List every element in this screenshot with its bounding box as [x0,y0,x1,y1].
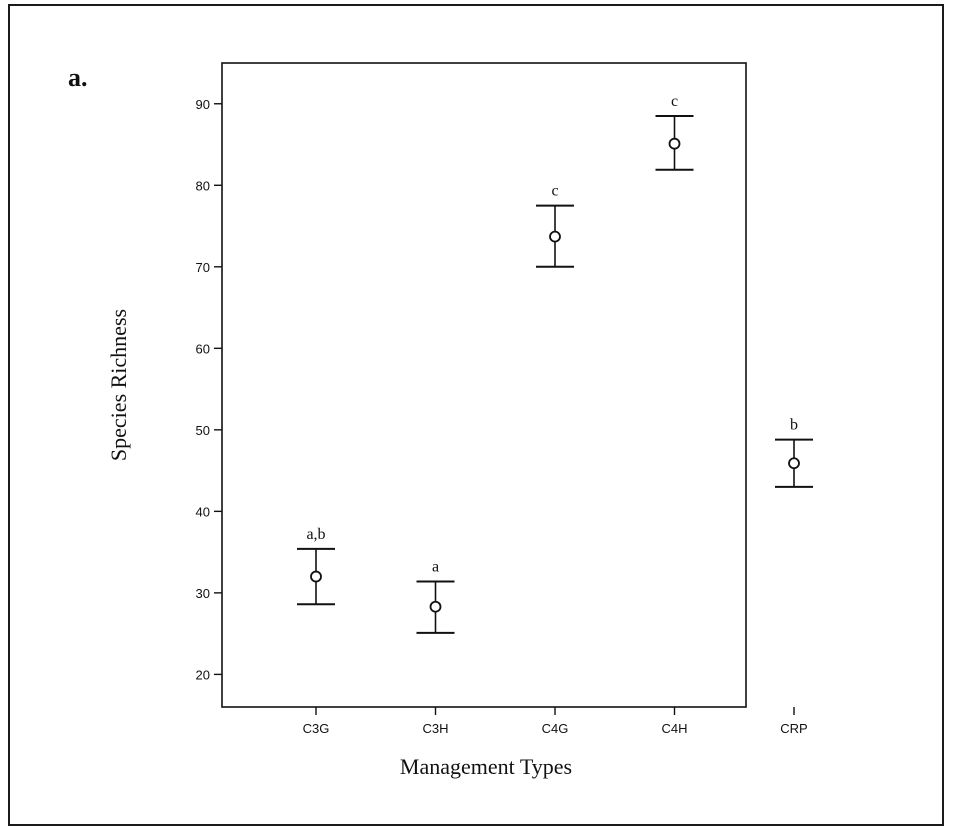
mean-point [788,457,800,470]
mean-point [668,137,681,150]
significance-letter: b [790,417,798,434]
x-tick-label: C4G [542,721,569,736]
y-tick-label: 20 [196,667,210,682]
mean-point [549,230,561,243]
x-tick-label: CRP [780,721,807,736]
y-tick-label: 40 [196,504,210,519]
data-marks: a,b a c c b [297,93,813,634]
significance-letter: a,b [306,526,325,543]
x-tick-label: C4H [661,721,687,736]
error-bar-group: a [416,558,455,634]
y-tick-label: 90 [196,97,210,112]
y-tick-label: 30 [196,586,210,601]
error-bar-group: a,b [297,526,335,606]
error-bar-group: c [655,93,694,171]
mean-point [310,570,322,583]
y-tick-label: 80 [196,178,210,193]
y-tick-label: 50 [196,423,210,438]
figure-frame [8,4,944,826]
y-tick-label: 60 [196,341,210,356]
error-bar-group: c [536,183,574,268]
significance-letter: c [671,93,678,110]
x-axis-label: Management Types [400,754,572,779]
y-tick-label: 70 [196,260,210,275]
error-bar-group: b [775,417,813,488]
y-axis-label: Species Richness [106,309,131,461]
x-tick-label: C3G [303,721,330,736]
mean-point [429,600,442,613]
significance-letter: a [432,558,439,575]
x-tick-label: C3H [422,721,448,736]
plot-area-frame [221,62,747,708]
significance-letter: c [551,183,558,200]
x-axis: C3G C3H C4G C4H CRP [303,707,808,736]
panel-label: a. [68,63,88,92]
y-axis: 20 30 40 50 60 70 80 90 [196,97,222,682]
